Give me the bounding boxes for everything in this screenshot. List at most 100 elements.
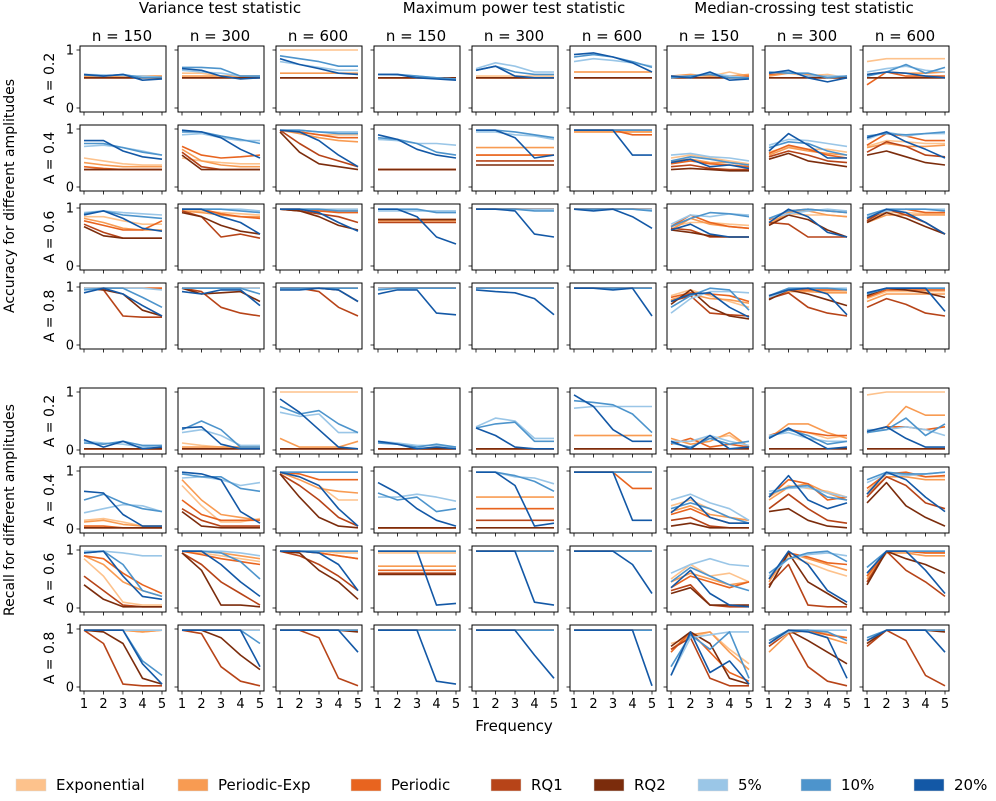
series-line bbox=[377, 481, 457, 527]
series-line bbox=[279, 129, 359, 143]
series-line bbox=[279, 411, 358, 434]
series-line bbox=[181, 287, 261, 317]
panel bbox=[859, 124, 950, 195]
x-axis-label: Frequency bbox=[475, 717, 553, 735]
series-line bbox=[670, 431, 750, 448]
y-tick-label: 1 bbox=[66, 623, 74, 638]
series-line bbox=[83, 490, 162, 527]
panel bbox=[174, 124, 265, 195]
legend-label: 10% bbox=[841, 776, 874, 794]
series-line bbox=[670, 493, 750, 521]
series-line bbox=[574, 550, 653, 594]
panel bbox=[761, 203, 852, 274]
series-line bbox=[866, 297, 946, 317]
series-line bbox=[670, 437, 750, 448]
panel bbox=[174, 203, 265, 274]
panel-frame bbox=[373, 124, 461, 192]
row-ylabel: A = 0.8 bbox=[42, 290, 58, 342]
series-line bbox=[181, 552, 261, 606]
series-line bbox=[670, 504, 750, 522]
series-line bbox=[670, 287, 750, 311]
x-tick-label: 3 bbox=[706, 697, 714, 712]
panel bbox=[859, 387, 950, 458]
panel bbox=[370, 466, 461, 537]
series-line bbox=[574, 287, 653, 317]
series-line bbox=[83, 503, 163, 514]
series-line bbox=[182, 629, 261, 668]
y-tick-label: 0 bbox=[66, 102, 74, 117]
x-tick-label: 5 bbox=[550, 697, 558, 712]
x-tick-label: 1 bbox=[765, 697, 773, 712]
row-ylabel: A = 0.4 bbox=[42, 132, 58, 185]
panel-frame bbox=[275, 282, 363, 350]
x-tick-label: 4 bbox=[725, 697, 733, 712]
legend: Exponential Periodic-Exp Periodic RQ1 RQ2 5% 1… bbox=[15, 776, 987, 794]
series-line bbox=[670, 586, 749, 606]
series-line bbox=[768, 552, 848, 606]
series-line bbox=[670, 164, 749, 171]
series-line bbox=[181, 157, 260, 165]
panel-frame bbox=[471, 545, 559, 613]
series-line bbox=[181, 508, 260, 527]
series-line bbox=[670, 289, 750, 309]
x-tick-label: 5 bbox=[256, 697, 264, 712]
series-line bbox=[670, 569, 750, 608]
series-line bbox=[279, 437, 359, 448]
series-line bbox=[476, 550, 555, 606]
series-line bbox=[181, 552, 261, 608]
series-line bbox=[866, 550, 946, 595]
series-line bbox=[573, 52, 653, 73]
panel bbox=[272, 124, 363, 195]
series-line bbox=[84, 215, 162, 225]
y-tick-label: 0 bbox=[66, 181, 74, 196]
series-line bbox=[768, 71, 848, 79]
panel bbox=[370, 45, 461, 116]
legend-swatch bbox=[15, 778, 47, 792]
series-line bbox=[768, 287, 848, 316]
series-line bbox=[378, 73, 457, 81]
x-tick-label: 1 bbox=[472, 697, 480, 712]
series-line bbox=[573, 405, 652, 409]
y-tick-label: 1 bbox=[66, 281, 74, 296]
col-title: n = 600 bbox=[288, 27, 348, 45]
series-line bbox=[574, 129, 652, 156]
panel bbox=[370, 203, 461, 274]
series-line bbox=[83, 225, 162, 239]
series-line bbox=[670, 167, 749, 172]
series-line bbox=[866, 475, 946, 510]
legend-label: Exponential bbox=[56, 776, 145, 794]
series-line bbox=[279, 550, 359, 600]
series-line bbox=[768, 629, 848, 679]
series-line bbox=[83, 287, 163, 317]
x-tick-label: 4 bbox=[823, 697, 831, 712]
series-line bbox=[574, 471, 652, 522]
series-line bbox=[83, 438, 163, 450]
y-tick-label: 0 bbox=[66, 602, 74, 617]
series-line bbox=[866, 417, 946, 437]
legend-item: 5% bbox=[697, 776, 762, 794]
y-tick-label: 0 bbox=[66, 681, 74, 696]
accuracy-block-ylabel: Accuracy for different amplitudes bbox=[2, 79, 18, 313]
series-line bbox=[768, 208, 848, 238]
series-line bbox=[181, 148, 260, 168]
x-tick-label: 5 bbox=[843, 697, 851, 712]
panel bbox=[370, 545, 461, 616]
series-line bbox=[378, 208, 457, 245]
panel bbox=[468, 282, 559, 353]
x-tick-label: 1 bbox=[276, 697, 284, 712]
series-line bbox=[83, 519, 162, 527]
panel bbox=[468, 45, 559, 116]
x-tick-label: 5 bbox=[354, 697, 362, 712]
series-line bbox=[182, 287, 261, 295]
y-tick-label: 0 bbox=[66, 523, 74, 538]
legend-item: 20% bbox=[913, 776, 987, 794]
series-line bbox=[866, 150, 946, 166]
series-line bbox=[670, 557, 750, 574]
series-line bbox=[670, 154, 750, 165]
series-line bbox=[181, 154, 260, 171]
series-line bbox=[670, 522, 749, 529]
